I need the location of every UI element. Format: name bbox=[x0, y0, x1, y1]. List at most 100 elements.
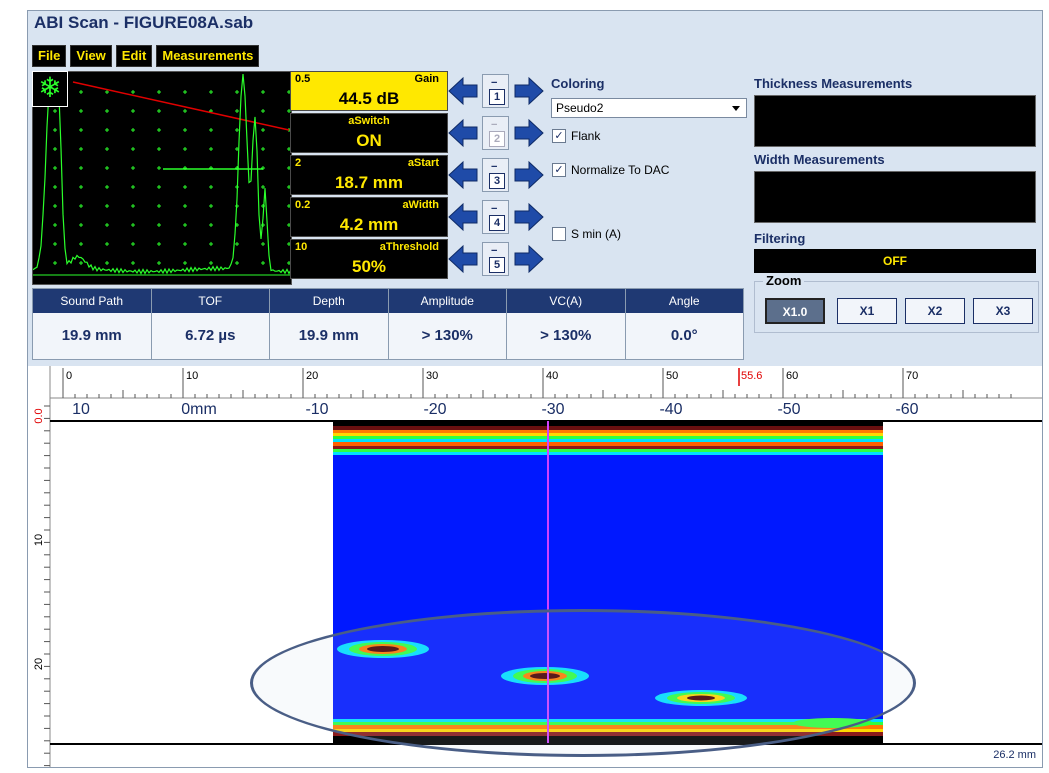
increase-arrow-icon[interactable] bbox=[513, 160, 545, 190]
grid-marker bbox=[105, 242, 109, 246]
position-label: -30 bbox=[541, 401, 564, 418]
param-name: aThreshold bbox=[379, 241, 439, 253]
param-awidth[interactable]: 0.2 aWidth 4.2 mm bbox=[290, 197, 448, 237]
normalize-dac-label: Normalize To DAC bbox=[571, 163, 670, 177]
increase-arrow-icon[interactable] bbox=[513, 118, 545, 148]
param-athreshold[interactable]: 10 aThreshold 50% bbox=[290, 239, 448, 279]
menu-bar: File View Edit Measurements bbox=[32, 45, 260, 67]
grid-marker bbox=[235, 128, 239, 132]
grid-marker bbox=[261, 261, 265, 265]
echo-stripe bbox=[333, 719, 883, 722]
defect-core bbox=[367, 646, 399, 652]
increase-arrow-icon[interactable] bbox=[513, 76, 545, 106]
decrease-arrow-icon[interactable] bbox=[447, 76, 479, 106]
checkbox-checked-icon: ✓ bbox=[552, 163, 566, 177]
step-selector-button[interactable]: −4 bbox=[482, 200, 509, 234]
grid-marker bbox=[209, 223, 213, 227]
zoom-x2-button[interactable]: X2 bbox=[905, 298, 965, 324]
grid-marker bbox=[209, 204, 213, 208]
defect-indication-2 bbox=[501, 667, 589, 685]
zoom-x1-0-button[interactable]: X1.0 bbox=[765, 298, 825, 324]
param-astart[interactable]: 2 aStart 18.7 mm bbox=[290, 155, 448, 195]
grid-marker bbox=[53, 128, 57, 132]
grid-marker bbox=[79, 166, 83, 170]
grid-marker bbox=[53, 261, 57, 265]
grid-marker bbox=[261, 147, 265, 151]
param-aswitch[interactable]: aSwitch ON bbox=[290, 113, 448, 153]
b-scan-image[interactable] bbox=[333, 421, 883, 743]
decrease-arrow-icon[interactable] bbox=[447, 244, 479, 274]
grid-marker bbox=[261, 109, 265, 113]
a-scan-plot bbox=[33, 72, 291, 276]
grid-marker bbox=[105, 185, 109, 189]
ruler-label: 40 bbox=[546, 370, 558, 382]
position-label: -20 bbox=[423, 401, 446, 418]
chevron-down-icon bbox=[732, 106, 740, 111]
b-scan-view[interactable]: 0 10 20 30 40 50 60 70 55.6 10 0mm -10 -20 -30 -40 -5… bbox=[28, 366, 1042, 767]
depth-column: Depth 19.9 mm bbox=[270, 289, 389, 359]
grid-marker bbox=[261, 185, 265, 189]
grid-marker bbox=[261, 128, 265, 132]
normalize-dac-checkbox[interactable]: ✓ Normalize To DAC bbox=[552, 163, 669, 177]
zoom-x1-button[interactable]: X1 bbox=[837, 298, 897, 324]
grid-marker bbox=[131, 223, 135, 227]
param-value: 50% bbox=[351, 257, 387, 276]
grid-marker bbox=[53, 185, 57, 189]
step-selector-button[interactable]: −1 bbox=[482, 74, 509, 108]
step-selector-button[interactable]: −5 bbox=[482, 242, 509, 276]
decrease-arrow-icon[interactable] bbox=[447, 118, 479, 148]
flank-label: Flank bbox=[571, 129, 601, 143]
menu-edit[interactable]: Edit bbox=[115, 45, 153, 67]
param-name: aStart bbox=[407, 157, 439, 169]
snowflake-icon[interactable]: ❄ bbox=[32, 71, 68, 107]
decrease-arrow-icon[interactable] bbox=[447, 202, 479, 232]
measurements-table: Sound Path 19.9 mm TOF 6.72 µs Depth 19.9 m… bbox=[32, 288, 744, 360]
menu-file[interactable]: File bbox=[32, 45, 67, 67]
grid-marker bbox=[235, 90, 239, 94]
grid-marker bbox=[235, 109, 239, 113]
flank-checkbox[interactable]: ✓ Flank bbox=[552, 129, 600, 143]
gain-controls: −1 bbox=[447, 73, 547, 109]
aswitch-controls: −2 bbox=[447, 115, 547, 151]
b-scan-plot bbox=[333, 421, 883, 743]
zoom-x3-button[interactable]: X3 bbox=[973, 298, 1033, 324]
grid-marker bbox=[183, 242, 187, 246]
grid-marker bbox=[79, 90, 83, 94]
coloring-dropdown[interactable]: Pseudo2 bbox=[551, 98, 747, 118]
ruler-label: 20 bbox=[306, 370, 318, 382]
step-selector-button[interactable]: −3 bbox=[482, 158, 509, 192]
column-value: 19.9 mm bbox=[298, 327, 359, 344]
column-header: Sound Path bbox=[33, 289, 151, 313]
menu-view[interactable]: View bbox=[70, 45, 112, 67]
grid-marker bbox=[157, 147, 161, 151]
grid-marker bbox=[105, 109, 109, 113]
ruler-ticks: 0 10 20 30 40 50 60 70 bbox=[44, 368, 1012, 767]
decrease-arrow-icon[interactable] bbox=[447, 160, 479, 190]
width-measurements-display bbox=[754, 171, 1036, 223]
grid-marker bbox=[183, 204, 187, 208]
echo-stripe bbox=[333, 729, 883, 732]
knob-icon: − bbox=[491, 203, 498, 215]
zoom-label: Zoom bbox=[763, 273, 805, 288]
astart-controls: −3 bbox=[447, 157, 547, 193]
smin-checkbox[interactable]: S min (A) bbox=[552, 227, 621, 241]
grid-marker bbox=[105, 147, 109, 151]
defect-core bbox=[687, 695, 715, 701]
echo-stripe bbox=[333, 725, 883, 729]
step-selector-button[interactable]: −2 bbox=[482, 116, 509, 150]
param-gain[interactable]: 0.5 Gain 44.5 dB bbox=[290, 71, 448, 111]
echo-stripe bbox=[333, 430, 883, 433]
param-value: 18.7 mm bbox=[334, 173, 404, 192]
menu-measurements[interactable]: Measurements bbox=[156, 45, 260, 67]
filtering-label: Filtering bbox=[754, 231, 806, 246]
column-value: 0.0° bbox=[670, 327, 698, 344]
grid-marker bbox=[79, 147, 83, 151]
knob-icon: − bbox=[491, 77, 498, 89]
grid-marker bbox=[287, 109, 291, 113]
increase-arrow-icon[interactable] bbox=[513, 244, 545, 274]
grid-marker bbox=[183, 223, 187, 227]
position-label: 10 bbox=[72, 401, 90, 418]
increase-arrow-icon[interactable] bbox=[513, 202, 545, 232]
filtering-status[interactable]: OFF bbox=[754, 249, 1036, 273]
param-step: 0.5 bbox=[295, 73, 311, 85]
